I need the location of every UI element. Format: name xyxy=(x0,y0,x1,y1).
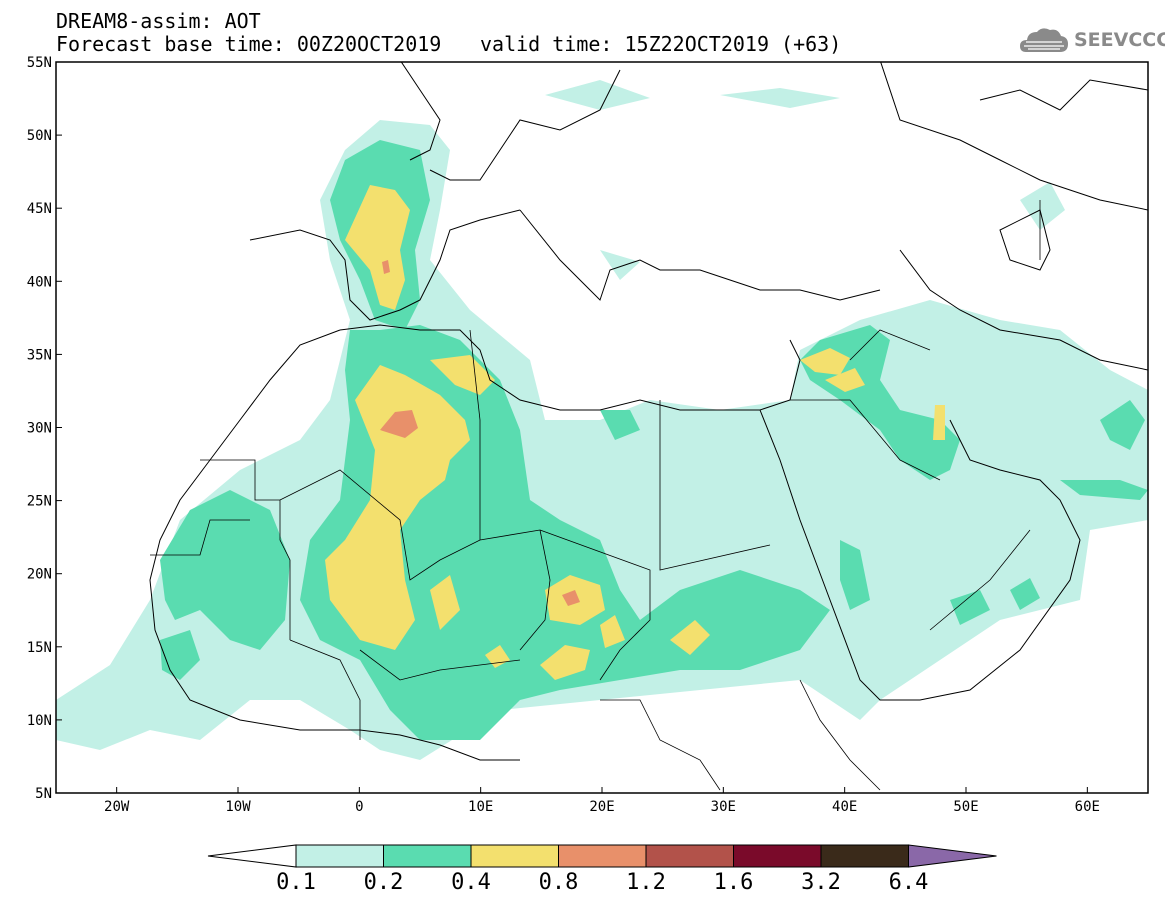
colorbar-level-label: 6.4 xyxy=(888,870,929,895)
lon-tick-label: 30E xyxy=(711,799,736,815)
aot-colorbar xyxy=(207,844,997,868)
colorbar-swatch xyxy=(470,844,559,868)
aot-contours xyxy=(56,80,1148,760)
colorbar-under-arrow xyxy=(207,844,297,868)
lat-tick-label: 55N xyxy=(27,55,52,71)
lon-tick-label: 20W xyxy=(104,799,130,815)
colorbar-level-label: 1.2 xyxy=(626,870,666,895)
lat-tick-label: 30N xyxy=(27,421,52,437)
colorbar-swatch xyxy=(645,844,734,868)
lon-tick-label: 40E xyxy=(832,799,857,815)
colorbar-level-label: 0.2 xyxy=(363,870,404,895)
lat-tick-label: 50N xyxy=(27,128,52,144)
cloud-icon xyxy=(1020,28,1068,52)
colorbar-level-label: 0.1 xyxy=(276,870,316,895)
lon-tick-label: 0 xyxy=(355,799,363,815)
colorbar-level-label: 1.6 xyxy=(713,870,754,895)
colorbar-over-arrow xyxy=(908,844,997,868)
coastlines xyxy=(149,62,1148,761)
colorbar-swatch xyxy=(733,844,822,868)
lat-tick-label: 10N xyxy=(27,713,52,729)
colorbar-level-label: 3.2 xyxy=(801,870,841,895)
lon-tick-label: 50E xyxy=(953,799,978,815)
map-title: DREAM8-assim: AOT xyxy=(56,9,261,33)
colorbar-swatch xyxy=(558,844,647,868)
colorbar-swatch xyxy=(820,844,909,868)
lat-tick-label: 40N xyxy=(27,274,52,290)
colorbar-swatch xyxy=(383,844,472,868)
lon-tick-label: 10W xyxy=(225,799,251,815)
lat-tick-label: 35N xyxy=(27,347,52,363)
lon-tick-label: 60E xyxy=(1075,799,1100,815)
forecast-base-time: Forecast base time: 00Z20OCT2019 xyxy=(56,32,442,56)
colorbar-swatch xyxy=(295,844,384,868)
latitude-axis: 55N 50N 45N 40N 35N 30N 25N 20N 15N 10N 5N xyxy=(27,55,62,802)
logo-text: SEEVCCC xyxy=(1074,29,1165,51)
lat-tick-label: 25N xyxy=(27,494,52,510)
longitude-axis: 20W 10W 0 10E 20E 30E 40E 50E 60E xyxy=(104,787,1100,815)
aot-band-0.8 xyxy=(380,260,580,606)
country-borders xyxy=(150,200,1041,791)
seevccc-logo: SEEVCCC xyxy=(1018,24,1165,56)
lat-tick-label: 5N xyxy=(35,786,52,802)
lat-tick-label: 15N xyxy=(27,640,52,656)
colorbar-level-label: 0.8 xyxy=(538,870,579,895)
valid-time: valid time: 15Z22OCT2019 (+63) xyxy=(480,32,842,56)
lon-tick-label: 20E xyxy=(589,799,614,815)
aot-band-0.4 xyxy=(325,185,945,680)
lat-tick-label: 20N xyxy=(27,567,52,583)
lat-tick-label: 45N xyxy=(27,201,52,217)
lon-tick-label: 10E xyxy=(468,799,493,815)
colorbar-level-label: 0.4 xyxy=(451,870,491,895)
